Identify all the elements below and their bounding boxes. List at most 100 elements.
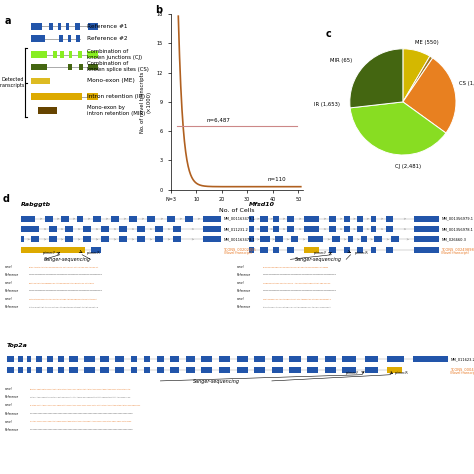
Bar — [273, 216, 279, 222]
Text: a: a — [5, 16, 11, 26]
Bar — [361, 237, 367, 242]
Bar — [357, 226, 363, 232]
Bar — [414, 237, 439, 242]
Text: ttcatcggcctcaccatggccaccatacagggcacctacgcccggcggat: ttcatcggcctcaccatggccaccatacagggcacctacg… — [263, 307, 331, 308]
Bar — [27, 356, 31, 362]
Bar — [101, 226, 109, 232]
Text: primer-R: primer-R — [86, 251, 100, 255]
Bar — [76, 36, 80, 42]
Bar — [100, 356, 109, 362]
Text: primer-F: primer-F — [346, 371, 359, 375]
Text: MIR (65): MIR (65) — [330, 58, 353, 63]
Bar — [38, 107, 56, 114]
Text: n=6,487: n=6,487 — [206, 118, 230, 122]
Text: TCONS_00202455: TCONS_00202455 — [224, 247, 256, 252]
Bar — [31, 36, 45, 42]
Text: Top2a: Top2a — [7, 343, 28, 348]
Bar — [260, 246, 268, 253]
Bar — [91, 246, 101, 253]
Text: ────────────────────────────────────────────────────────────────────────────────: ────────────────────────────────────────… — [30, 429, 133, 430]
Bar — [203, 216, 221, 222]
Bar — [48, 23, 53, 30]
Text: TCONS_00044709: TCONS_00044709 — [450, 367, 474, 372]
Text: novel: novel — [237, 297, 245, 301]
Text: CGAATCAGAATGTGGGGCCCAAAGGTCGGCAACCGCGACTCTAAAGCC: CGAATCAGAATGTGGGGCCCAAAGGTCGGCAACCGCGACT… — [29, 283, 95, 284]
Text: (Novel transcript): (Novel transcript) — [450, 371, 474, 375]
Bar — [68, 64, 73, 70]
Bar — [248, 246, 255, 253]
Bar — [307, 356, 318, 362]
Bar — [83, 237, 91, 242]
Bar — [219, 366, 230, 373]
Bar — [49, 226, 57, 232]
Text: Reference: Reference — [237, 305, 251, 310]
Bar — [69, 51, 73, 58]
Bar — [287, 246, 294, 253]
Bar — [386, 226, 393, 232]
Bar — [413, 356, 448, 362]
Bar — [131, 356, 137, 362]
Bar — [304, 226, 319, 232]
Wedge shape — [403, 58, 456, 133]
Text: c: c — [326, 29, 332, 39]
Text: Reference: Reference — [237, 289, 251, 293]
Bar — [137, 226, 145, 232]
Text: Sanger-sequencing: Sanger-sequencing — [44, 257, 91, 262]
Text: Reference: Reference — [5, 411, 19, 416]
Bar — [131, 366, 137, 373]
Bar — [392, 237, 399, 242]
Bar — [344, 246, 349, 253]
Text: b: b — [155, 6, 162, 16]
Bar — [147, 216, 155, 222]
Bar — [31, 93, 82, 100]
Text: ME (550): ME (550) — [415, 40, 438, 45]
Bar — [304, 246, 319, 253]
Text: novel: novel — [5, 297, 12, 301]
Bar — [386, 216, 393, 222]
Bar — [79, 64, 83, 70]
Bar — [69, 356, 78, 362]
Bar — [170, 366, 179, 373]
Bar — [115, 366, 124, 373]
Text: novel: novel — [237, 265, 245, 269]
Text: Mfsd10: Mfsd10 — [248, 202, 274, 207]
Bar — [87, 93, 98, 100]
Bar — [332, 237, 340, 242]
Text: Rabggtb: Rabggtb — [21, 202, 51, 207]
Bar — [186, 356, 195, 362]
Text: Reference: Reference — [5, 428, 19, 432]
Text: novel: novel — [5, 387, 12, 391]
Y-axis label: No. of novel transcripts
(×1000): No. of novel transcripts (×1000) — [140, 71, 151, 133]
X-axis label: No. of Cells: No. of Cells — [219, 208, 255, 213]
Bar — [68, 36, 71, 42]
Text: Combination of
known junctions (CJ): Combination of known junctions (CJ) — [87, 49, 142, 60]
Bar — [203, 237, 221, 242]
Bar — [185, 216, 193, 222]
Text: TTACGAGTTGTTCACAGCTGACTTAGGTAGAGGTGGGTTATGTAAAGTCA: TTACGAGTTGTTCACAGCTGACTTAGGTAGAGGTGGGTTA… — [29, 299, 98, 300]
Text: ─────────────────────────────────────────────────────: ────────────────────────────────────────… — [263, 274, 336, 275]
Bar — [101, 237, 109, 242]
Text: (Novel transcript): (Novel transcript) — [224, 251, 252, 255]
Bar — [27, 366, 31, 373]
Text: Mono-exon (ME): Mono-exon (ME) — [87, 78, 135, 83]
Bar — [66, 23, 69, 30]
Bar — [53, 51, 56, 58]
Text: primer-F: primer-F — [314, 251, 327, 255]
Text: primer-R: primer-R — [394, 371, 408, 375]
Text: ─────────────────────────────────────────────────────: ────────────────────────────────────────… — [29, 274, 102, 275]
Bar — [7, 366, 14, 373]
Bar — [21, 246, 85, 253]
Text: NM_001356978.1: NM_001356978.1 — [441, 227, 473, 231]
Bar — [342, 366, 356, 373]
Bar — [78, 51, 82, 58]
Text: IR (1,653): IR (1,653) — [314, 102, 340, 107]
Bar — [290, 356, 301, 362]
Text: NM_001163479.1: NM_001163479.1 — [224, 217, 255, 221]
Bar — [371, 226, 376, 232]
Bar — [31, 23, 42, 30]
Text: agtacctggaggagtccgatgacgatgacgacctcttctgagcagaagagattgttttagggatggtttttacggagcca: agtacctggaggagtccgatgacgatgacgacctcttctg… — [30, 397, 132, 398]
Bar — [31, 78, 50, 84]
Text: TTCAGCTTTGCTCTCTGTAACATGCTGTCGAGGTGACCATCTCATGGGCAATTGTCTTCTCTGATTTGTCTGTTTTATGT: TTCAGCTTTGCTCTCTGTAACATGCTGTCGAGGTGACCAT… — [30, 421, 133, 422]
Bar — [84, 356, 95, 362]
Text: NM_011231.2: NM_011231.2 — [224, 227, 248, 231]
